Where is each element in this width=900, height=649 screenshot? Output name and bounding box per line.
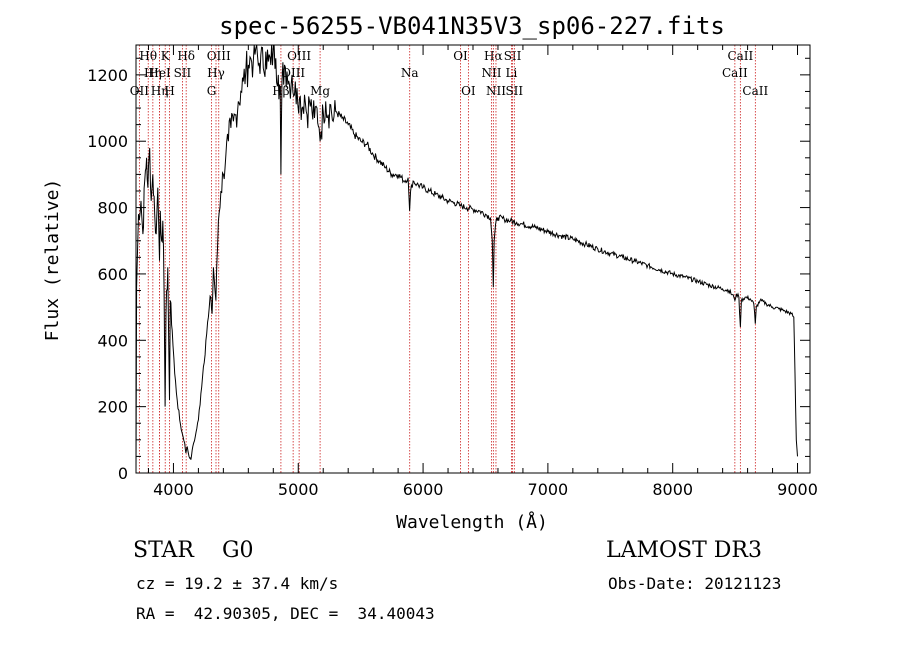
line-label: Hη	[151, 84, 169, 98]
line-label: G	[207, 84, 217, 98]
y-tick-label: 800	[97, 199, 128, 218]
x-axis-label: Wavelength (Å)	[396, 511, 548, 533]
spectrum-line	[135, 44, 798, 474]
line-label: Hθ	[139, 49, 157, 63]
line-label: CaII	[722, 66, 748, 80]
y-tick-label: 1200	[87, 66, 128, 85]
y-tick-label: 200	[97, 398, 128, 417]
y-tick-label: 0	[118, 464, 128, 483]
line-label: Na	[401, 66, 419, 80]
line-label: Hβ	[272, 84, 289, 98]
line-label: Hη	[144, 66, 162, 80]
line-label: OI	[461, 84, 476, 98]
survey-name: LAMOST DR3	[606, 538, 762, 563]
line-label: K	[161, 49, 171, 63]
spectral-class: STAR G0	[133, 538, 254, 563]
line-label: Hδ	[177, 49, 195, 63]
line-label: CaII	[727, 49, 753, 63]
chart-title: spec-56255-VB041N35V3_sp06-227.fits	[219, 12, 725, 40]
line-label: SII	[174, 66, 192, 80]
y-tick-label: 600	[97, 265, 128, 284]
x-tick-label: 6000	[403, 480, 444, 499]
line-label: SII	[504, 49, 522, 63]
y-tick-label: 400	[97, 331, 128, 350]
obs-date: Obs-Date: 20121123	[608, 574, 782, 593]
line-label: Hα	[484, 49, 503, 63]
y-tick-label: 1000	[87, 132, 128, 151]
line-label: Li	[506, 66, 518, 80]
x-tick-label: 9000	[777, 480, 818, 499]
line-label: NII	[481, 66, 501, 80]
plot-frame	[135, 44, 811, 474]
redshift-readout: cz = 19.2 ± 37.4 km/s	[136, 574, 339, 593]
line-label: CaII	[742, 84, 768, 98]
line-label: SII	[505, 84, 523, 98]
line-label: Hγ	[207, 66, 225, 80]
line-label: Mg	[310, 84, 330, 98]
x-tick-label: 5000	[278, 480, 319, 499]
x-tick-label: 4000	[153, 480, 194, 499]
line-label: NII	[486, 84, 506, 98]
x-tick-label: 8000	[652, 480, 693, 499]
line-label: OIII	[287, 49, 311, 63]
x-tick-label: 7000	[528, 480, 569, 499]
y-axis-label: Flux (relative)	[42, 179, 63, 342]
coordinates-readout: RA = 42.90305, DEC = 34.40043	[136, 604, 435, 623]
line-label: OIII	[207, 49, 231, 63]
line-label: H	[164, 84, 174, 98]
line-label: OI	[453, 49, 468, 63]
